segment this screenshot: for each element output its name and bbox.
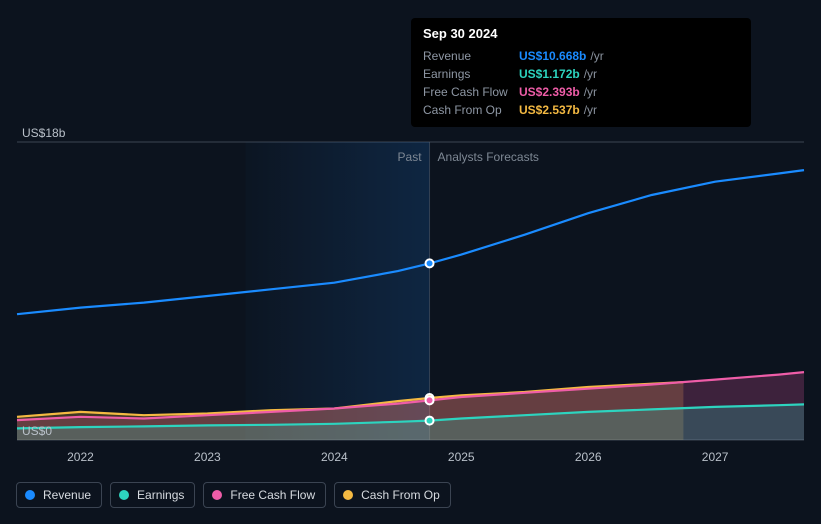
tooltip-row-unit: /yr [584, 83, 597, 101]
x-tick-2025: 2025 [448, 450, 475, 464]
chart-tooltip: Sep 30 2024 RevenueUS$10.668b/yrEarnings… [411, 18, 751, 127]
x-tick-2024: 2024 [321, 450, 348, 464]
tooltip-row-unit: /yr [584, 101, 597, 119]
tooltip-row-unit: /yr [590, 47, 603, 65]
legend-item-revenue[interactable]: Revenue [16, 482, 102, 508]
forecast-region-label: Analysts Forecasts [438, 150, 539, 164]
legend-label: Free Cash Flow [230, 488, 315, 502]
legend-item-free_cash_flow[interactable]: Free Cash Flow [203, 482, 326, 508]
legend-label: Revenue [43, 488, 91, 502]
legend-swatch [119, 490, 129, 500]
legend-item-cash_from_op[interactable]: Cash From Op [334, 482, 451, 508]
tooltip-row-value: US$2.393b [519, 83, 580, 101]
marker-revenue [426, 259, 434, 267]
legend-swatch [212, 490, 222, 500]
tooltip-row-value: US$10.668b [519, 47, 586, 65]
tooltip-row: RevenueUS$10.668b/yr [423, 47, 739, 65]
past-region-label: Past [398, 150, 422, 164]
marker-free_cash_flow [426, 396, 434, 404]
tooltip-row-label: Cash From Op [423, 101, 519, 119]
legend-label: Cash From Op [361, 488, 440, 502]
legend-swatch [343, 490, 353, 500]
chart-container: US$18b US$0 Past Analysts Forecasts 2022… [0, 0, 821, 524]
y-axis-label-top: US$18b [22, 126, 65, 140]
legend-swatch [25, 490, 35, 500]
tooltip-row-label: Earnings [423, 65, 519, 83]
y-axis-label-bottom: US$0 [22, 424, 52, 438]
legend-label: Earnings [137, 488, 184, 502]
x-tick-2027: 2027 [702, 450, 729, 464]
legend-item-earnings[interactable]: Earnings [110, 482, 195, 508]
tooltip-row-unit: /yr [584, 65, 597, 83]
tooltip-row: EarningsUS$1.172b/yr [423, 65, 739, 83]
legend: Revenue Earnings Free Cash Flow Cash From O… [16, 482, 451, 508]
marker-earnings [426, 417, 434, 425]
x-tick-2022: 2022 [67, 450, 94, 464]
tooltip-row-label: Free Cash Flow [423, 83, 519, 101]
x-tick-2023: 2023 [194, 450, 221, 464]
tooltip-date: Sep 30 2024 [423, 26, 739, 41]
tooltip-row: Free Cash FlowUS$2.393b/yr [423, 83, 739, 101]
tooltip-row: Cash From OpUS$2.537b/yr [423, 101, 739, 119]
tooltip-row-label: Revenue [423, 47, 519, 65]
x-tick-2026: 2026 [575, 450, 602, 464]
tooltip-row-value: US$1.172b [519, 65, 580, 83]
tooltip-row-value: US$2.537b [519, 101, 580, 119]
